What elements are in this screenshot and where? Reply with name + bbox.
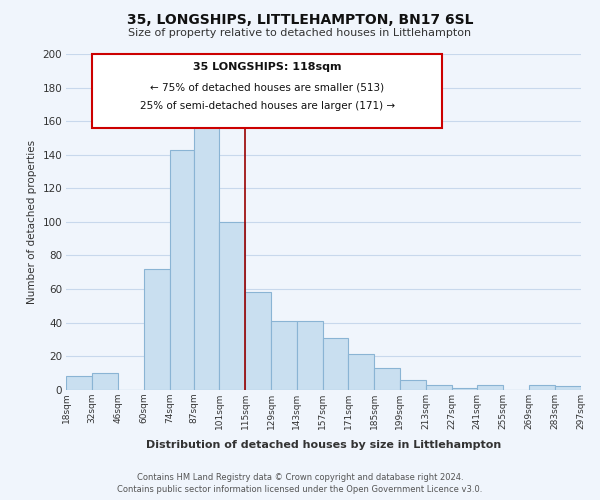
Bar xyxy=(245,292,271,390)
Text: 35 LONGSHIPS: 118sqm: 35 LONGSHIPS: 118sqm xyxy=(193,62,341,72)
Bar xyxy=(452,388,478,390)
Bar xyxy=(349,354,374,390)
X-axis label: Distribution of detached houses by size in Littlehampton: Distribution of detached houses by size … xyxy=(146,440,501,450)
Bar xyxy=(271,321,297,390)
Bar xyxy=(529,384,555,390)
Bar xyxy=(297,321,323,390)
Text: Contains HM Land Registry data © Crown copyright and database right 2024.
Contai: Contains HM Land Registry data © Crown c… xyxy=(118,472,482,494)
Bar xyxy=(92,373,118,390)
Bar xyxy=(400,380,426,390)
Bar xyxy=(194,108,220,390)
Bar xyxy=(374,368,400,390)
Bar xyxy=(323,338,349,390)
Text: 35, LONGSHIPS, LITTLEHAMPTON, BN17 6SL: 35, LONGSHIPS, LITTLEHAMPTON, BN17 6SL xyxy=(127,12,473,26)
Text: 25% of semi-detached houses are larger (171) →: 25% of semi-detached houses are larger (… xyxy=(140,101,395,111)
Bar xyxy=(581,388,600,390)
Bar xyxy=(555,386,581,390)
Bar xyxy=(220,222,245,390)
Text: Size of property relative to detached houses in Littlehampton: Size of property relative to detached ho… xyxy=(128,28,472,38)
Text: ← 75% of detached houses are smaller (513): ← 75% of detached houses are smaller (51… xyxy=(150,82,385,92)
Y-axis label: Number of detached properties: Number of detached properties xyxy=(27,140,37,304)
Bar xyxy=(144,269,170,390)
Bar xyxy=(426,384,452,390)
Bar xyxy=(478,384,503,390)
FancyBboxPatch shape xyxy=(92,54,442,128)
Bar xyxy=(170,150,194,390)
Bar xyxy=(67,376,92,390)
